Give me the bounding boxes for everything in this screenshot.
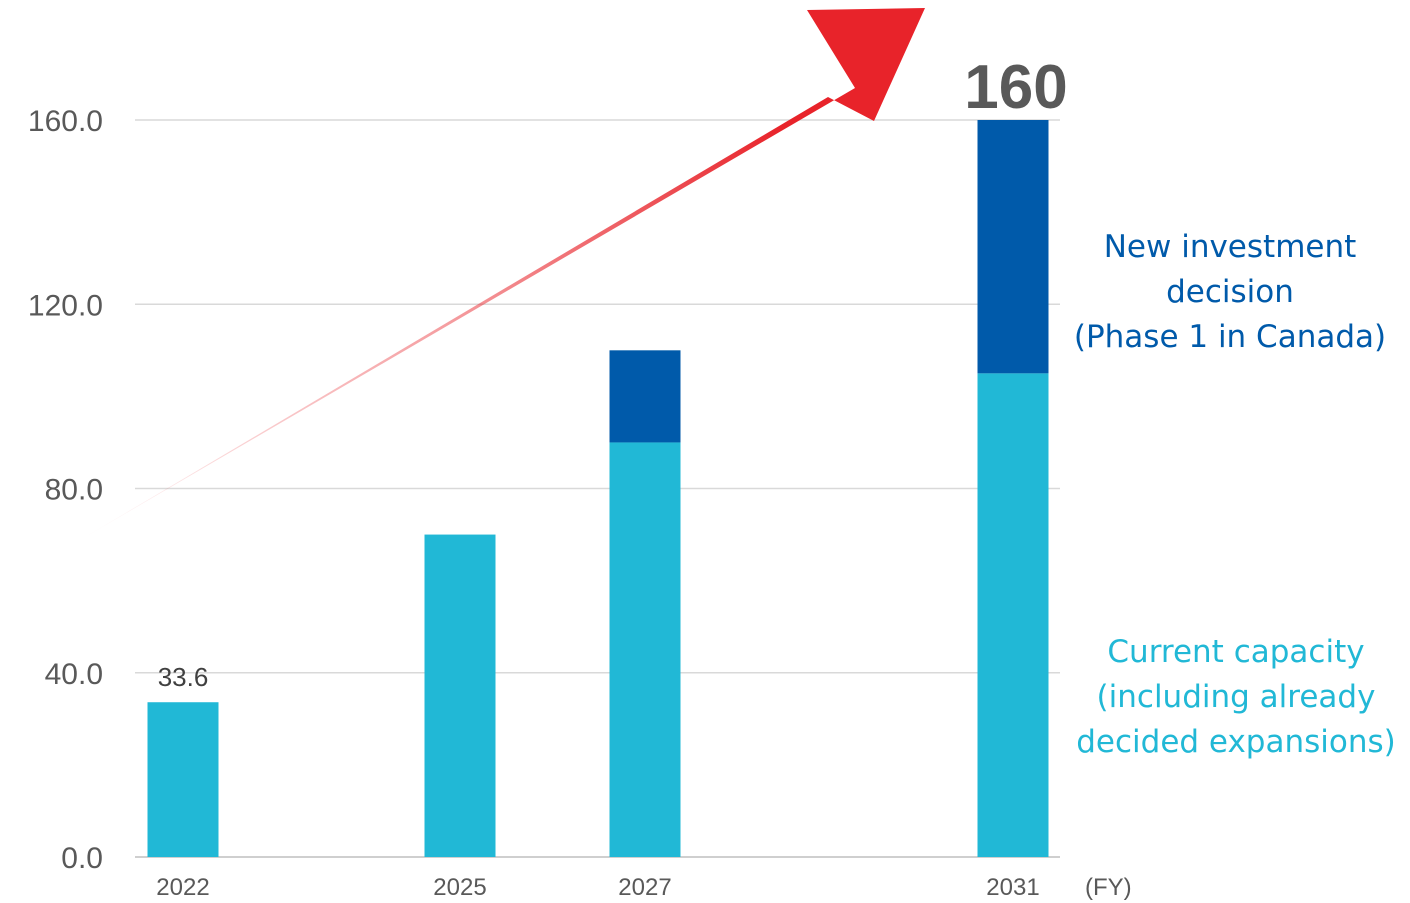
growth-arrow	[80, 8, 925, 540]
bar-new-2027	[609, 350, 681, 443]
bars	[147, 120, 1049, 857]
annotation-line: (including already	[1096, 679, 1376, 715]
annotation-line: decision	[1166, 274, 1294, 310]
y-tick-label: 120.0	[28, 289, 103, 322]
annotation-new-investment: New investment decision (Phase 1 in Canada…	[1050, 225, 1410, 360]
bar-current-2031	[977, 373, 1049, 857]
y-tick-label: 0.0	[61, 842, 103, 875]
x-axis-unit: (FY)	[1085, 874, 1132, 901]
data-label-2022: 33.6	[158, 662, 209, 692]
annotation-line: New investment	[1103, 229, 1357, 265]
gridlines	[135, 119, 1060, 858]
data-label-2031-total: 160	[964, 53, 1067, 122]
x-tick-label: 2031	[986, 874, 1039, 901]
bar-current-2027	[609, 442, 681, 857]
x-tick-label: 2025	[433, 874, 486, 901]
x-tick-label: 2027	[618, 874, 671, 901]
x-tick-label: 2022	[156, 874, 209, 901]
bar-current-2025	[424, 534, 496, 857]
bar-current-2022	[147, 702, 219, 857]
y-tick-label: 160.0	[28, 105, 103, 138]
x-axis-ticks: 2022 2025 2027 2031	[156, 874, 1039, 901]
annotation-current-capacity: Current capacity (including already decide…	[1056, 630, 1410, 765]
y-tick-label: 40.0	[45, 658, 103, 691]
annotation-line: decided expansions)	[1076, 724, 1396, 760]
bar-new-2031	[977, 120, 1049, 374]
y-axis-ticks: 0.0 40.0 80.0 120.0 160.0	[28, 105, 103, 875]
y-tick-label: 80.0	[45, 474, 103, 507]
annotation-line: Current capacity	[1107, 634, 1365, 670]
annotation-line: (Phase 1 in Canada)	[1073, 319, 1387, 355]
